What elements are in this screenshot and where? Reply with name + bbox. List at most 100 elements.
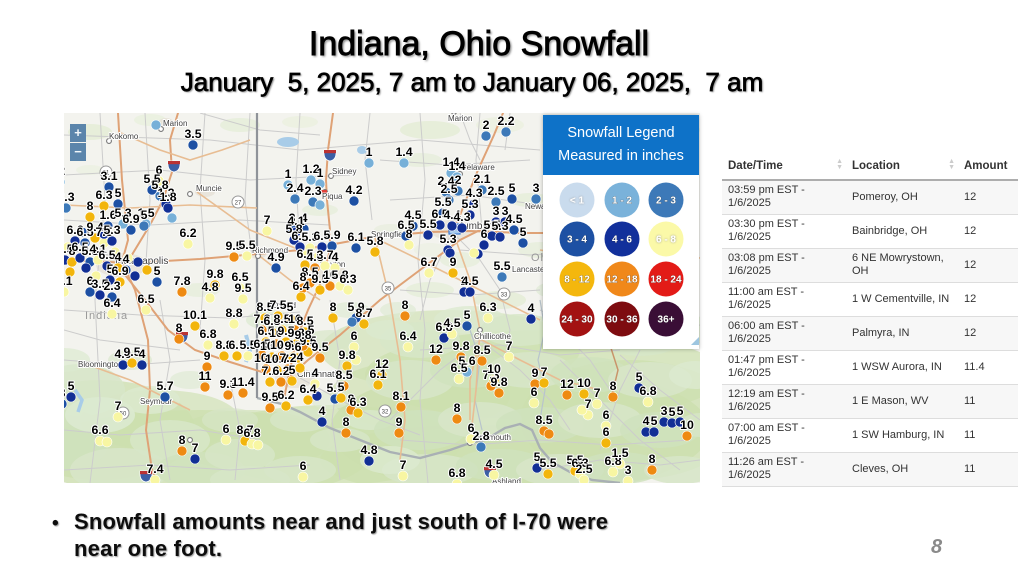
svg-text:7.2: 7.2: [261, 364, 278, 378]
svg-text:1.6: 1.6: [99, 208, 116, 222]
svg-text:8: 8: [649, 452, 656, 466]
svg-text:5: 5: [107, 262, 114, 276]
svg-text:9: 9: [396, 415, 403, 429]
svg-text:4 - 6: 4 - 6: [612, 235, 632, 246]
svg-text:9.5: 9.5: [261, 390, 278, 404]
svg-text:2.4: 2.4: [437, 174, 454, 188]
svg-text:6.5: 6.5: [431, 207, 448, 221]
svg-text:8.5: 8.5: [301, 265, 318, 279]
svg-text:12 - 18: 12 - 18: [606, 275, 638, 286]
svg-text:5.5: 5.5: [434, 195, 451, 209]
svg-text:5.9: 5.9: [347, 300, 364, 314]
svg-text:6.6: 6.6: [91, 423, 108, 437]
svg-text:5.5: 5.5: [493, 259, 510, 273]
svg-text:5.6: 5.6: [458, 354, 475, 368]
svg-text:2.3: 2.3: [103, 279, 120, 293]
svg-text:4.5: 4.5: [461, 274, 478, 288]
svg-text:6.8: 6.8: [228, 338, 245, 352]
svg-text:6: 6: [481, 227, 488, 241]
svg-text:31: 31: [103, 171, 110, 177]
svg-text:3.5: 3.5: [91, 277, 108, 291]
svg-text:4.2: 4.2: [345, 183, 362, 197]
svg-text:5: 5: [669, 405, 676, 419]
svg-text:7: 7: [115, 399, 122, 413]
svg-text:Sidney: Sidney: [332, 167, 356, 176]
svg-text:3: 3: [533, 181, 540, 195]
svg-text:2.8: 2.8: [472, 429, 489, 443]
svg-text:2: 2: [455, 173, 462, 187]
svg-text:4: 4: [312, 366, 319, 380]
svg-text:18 - 24: 18 - 24: [650, 275, 682, 286]
svg-text:3.3: 3.3: [64, 190, 75, 204]
svg-text:10: 10: [323, 268, 337, 282]
svg-text:6.9: 6.9: [111, 264, 128, 278]
svg-text:5.5: 5.5: [238, 238, 255, 252]
svg-text:6.7: 6.7: [313, 229, 330, 243]
svg-text:4.5: 4.5: [404, 208, 421, 222]
svg-text:Indiana: Indiana: [85, 310, 128, 322]
svg-text:8: 8: [179, 433, 186, 447]
svg-text:6.5: 6.5: [76, 225, 93, 239]
svg-text:3: 3: [625, 463, 632, 477]
svg-text:5: 5: [289, 363, 296, 377]
svg-text:10.6: 10.6: [270, 338, 294, 352]
svg-text:6.1: 6.1: [369, 367, 386, 381]
svg-text:Marion: Marion: [163, 119, 187, 128]
svg-text:5.3: 5.3: [491, 219, 508, 233]
svg-text:10.4: 10.4: [254, 351, 278, 365]
svg-text:9.5: 9.5: [284, 339, 301, 353]
svg-text:8.8: 8.8: [225, 306, 242, 320]
svg-text:6.3: 6.3: [479, 300, 496, 314]
svg-text:< 1: < 1: [570, 196, 585, 207]
svg-text:5.8: 5.8: [151, 178, 168, 192]
svg-text:6: 6: [156, 163, 163, 177]
svg-text:5.9: 5.9: [326, 381, 343, 395]
svg-text:6.5: 6.5: [231, 270, 248, 284]
svg-text:10.1: 10.1: [183, 308, 207, 322]
svg-text:2: 2: [461, 274, 468, 288]
svg-text:4.5: 4.5: [505, 212, 522, 226]
svg-text:32: 32: [382, 410, 389, 416]
svg-text:6.8: 6.8: [604, 454, 621, 468]
svg-text:Delaware: Delaware: [461, 163, 495, 172]
svg-text:Bloomington: Bloomington: [78, 360, 122, 369]
svg-text:27: 27: [235, 201, 242, 207]
svg-text:7.3: 7.3: [482, 368, 499, 382]
svg-text:6.5: 6.5: [98, 248, 115, 262]
svg-text:8: 8: [402, 298, 409, 312]
svg-text:5: 5: [141, 208, 148, 222]
svg-text:9.8: 9.8: [294, 328, 311, 342]
svg-text:4.8: 4.8: [360, 443, 377, 457]
svg-text:7.2: 7.2: [279, 351, 296, 365]
svg-text:8.5: 8.5: [256, 300, 273, 314]
svg-text:5: 5: [651, 414, 658, 428]
svg-text:9.3: 9.3: [219, 377, 236, 391]
svg-text:4: 4: [643, 414, 650, 428]
svg-text:Cincinnati: Cincinnati: [297, 369, 337, 379]
svg-text:4.8: 4.8: [306, 250, 323, 264]
svg-text:6.9: 6.9: [122, 212, 139, 226]
svg-text:11.4: 11.4: [231, 375, 254, 389]
svg-text:Muncie: Muncie: [196, 184, 222, 193]
svg-text:6: 6: [531, 385, 538, 399]
svg-text:1.4: 1.4: [395, 145, 412, 159]
svg-text:Kokomo: Kokomo: [109, 132, 139, 141]
svg-text:3 - 4: 3 - 4: [567, 235, 587, 246]
svg-text:1: 1: [285, 167, 292, 181]
svg-text:Richmond: Richmond: [252, 246, 288, 255]
svg-text:6: 6: [87, 274, 94, 288]
svg-text:6.8: 6.8: [448, 466, 465, 480]
svg-text:5.3: 5.3: [103, 223, 120, 237]
svg-text:3: 3: [64, 386, 66, 400]
svg-text:3: 3: [661, 404, 668, 418]
svg-text:5.5: 5.5: [483, 218, 500, 232]
svg-text:6: 6: [468, 421, 475, 435]
svg-text:6.7: 6.7: [420, 255, 437, 269]
svg-text:1: 1: [366, 145, 373, 159]
svg-text:8: 8: [176, 321, 183, 335]
svg-text:5: 5: [308, 323, 315, 337]
svg-text:9: 9: [450, 255, 457, 269]
svg-text:6.2: 6.2: [179, 226, 196, 240]
svg-text:8.5: 8.5: [535, 413, 552, 427]
svg-text:8.7: 8.7: [355, 306, 372, 320]
